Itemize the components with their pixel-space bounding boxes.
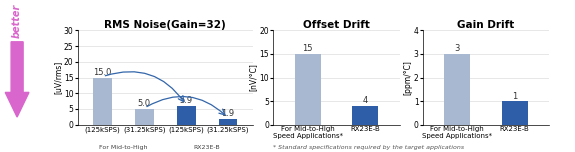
Text: 5.0: 5.0 [138,99,151,108]
Text: For Mid-to-High
Speed
Applications*: For Mid-to-High Speed Applications* [99,145,148,152]
Text: 15: 15 [302,44,313,53]
FancyArrow shape [5,42,29,117]
Bar [177,106,196,125]
Text: better: better [12,4,22,38]
Title: Gain Drift: Gain Drift [457,20,515,30]
Text: 4: 4 [362,96,368,105]
Bar [93,78,112,125]
Text: 1.9: 1.9 [221,109,235,118]
Title: RMS Noise(Gain=32): RMS Noise(Gain=32) [105,20,226,30]
Y-axis label: [ppm/°C]: [ppm/°C] [403,60,412,95]
Text: 5.9: 5.9 [179,96,193,105]
Bar [444,54,470,125]
Y-axis label: [uV/rms]: [uV/rms] [53,61,62,94]
Text: RX23E-B: RX23E-B [194,145,220,150]
Text: 15.0: 15.0 [94,68,112,77]
Text: 3: 3 [454,45,460,54]
Title: Offset Drift: Offset Drift [303,20,370,30]
Bar [352,106,378,125]
Text: * Standard specifications required by the target applications: * Standard specifications required by th… [273,145,464,150]
Text: 1: 1 [512,92,518,101]
Bar [135,109,154,125]
Y-axis label: [nV/°C]: [nV/°C] [249,64,258,92]
Bar [501,101,528,125]
Bar [218,119,237,125]
Bar [295,54,321,125]
